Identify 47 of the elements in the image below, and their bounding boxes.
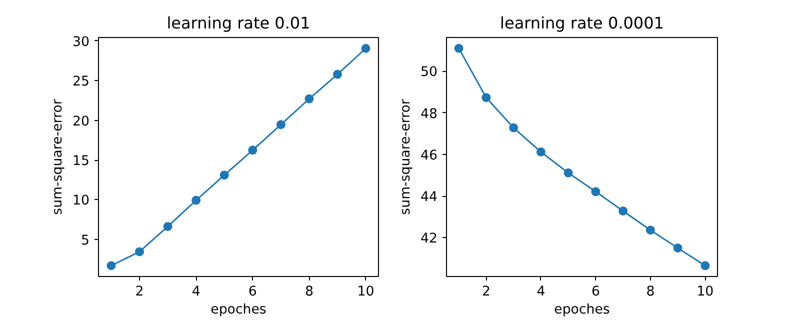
x-tick-label: 4 — [192, 284, 200, 300]
y-tick-label: 48 — [420, 106, 438, 122]
point — [564, 168, 573, 178]
y-tick-label: 30 — [72, 34, 90, 50]
y-axis-title: sum-square-error — [398, 98, 414, 215]
x-tick-label: 2 — [482, 284, 490, 300]
point — [192, 196, 201, 205]
point — [482, 93, 491, 102]
point — [163, 222, 172, 231]
x-tick-label: 4 — [536, 284, 546, 300]
point — [220, 170, 229, 180]
x-tick-label: 6 — [248, 284, 257, 300]
point — [106, 261, 116, 270]
point — [646, 226, 655, 235]
point — [454, 44, 464, 53]
y-tick-label: 20 — [72, 114, 90, 130]
y-tick-label: 50 — [420, 65, 438, 80]
point — [248, 146, 258, 155]
x-tick-label: 8 — [646, 284, 655, 300]
point — [618, 206, 628, 216]
x-axis-title: epoches — [210, 302, 266, 318]
y-tick-label: 25 — [72, 74, 90, 90]
point — [332, 70, 342, 79]
point — [536, 147, 546, 156]
point — [673, 244, 682, 252]
y-tick-label: 15 — [72, 154, 90, 170]
y-tick-label: 10 — [72, 194, 90, 209]
y-tick-label: 46 — [420, 148, 438, 164]
y-tick-label: 5 — [81, 233, 90, 248]
point — [276, 120, 286, 130]
point — [591, 187, 600, 196]
point — [304, 94, 314, 104]
x-tick-label: 10 — [696, 284, 714, 300]
y-tick-label: 44 — [420, 190, 438, 205]
x-tick-label: 2 — [135, 284, 144, 300]
x-tick-label: 10 — [357, 284, 374, 300]
y-axis-title: sum-square-error — [50, 98, 66, 215]
point — [700, 261, 710, 270]
chart-title: learning rate 0.0001 — [500, 14, 664, 32]
point — [509, 123, 518, 132]
y-tick-label: 42 — [420, 232, 438, 247]
chart-title: learning rate 0.01 — [166, 14, 310, 32]
x-tick-label: 8 — [304, 284, 314, 300]
x-tick-label: 6 — [591, 284, 600, 300]
point — [361, 44, 370, 53]
x-axis-title: epoches — [554, 302, 610, 318]
point — [135, 247, 144, 256]
